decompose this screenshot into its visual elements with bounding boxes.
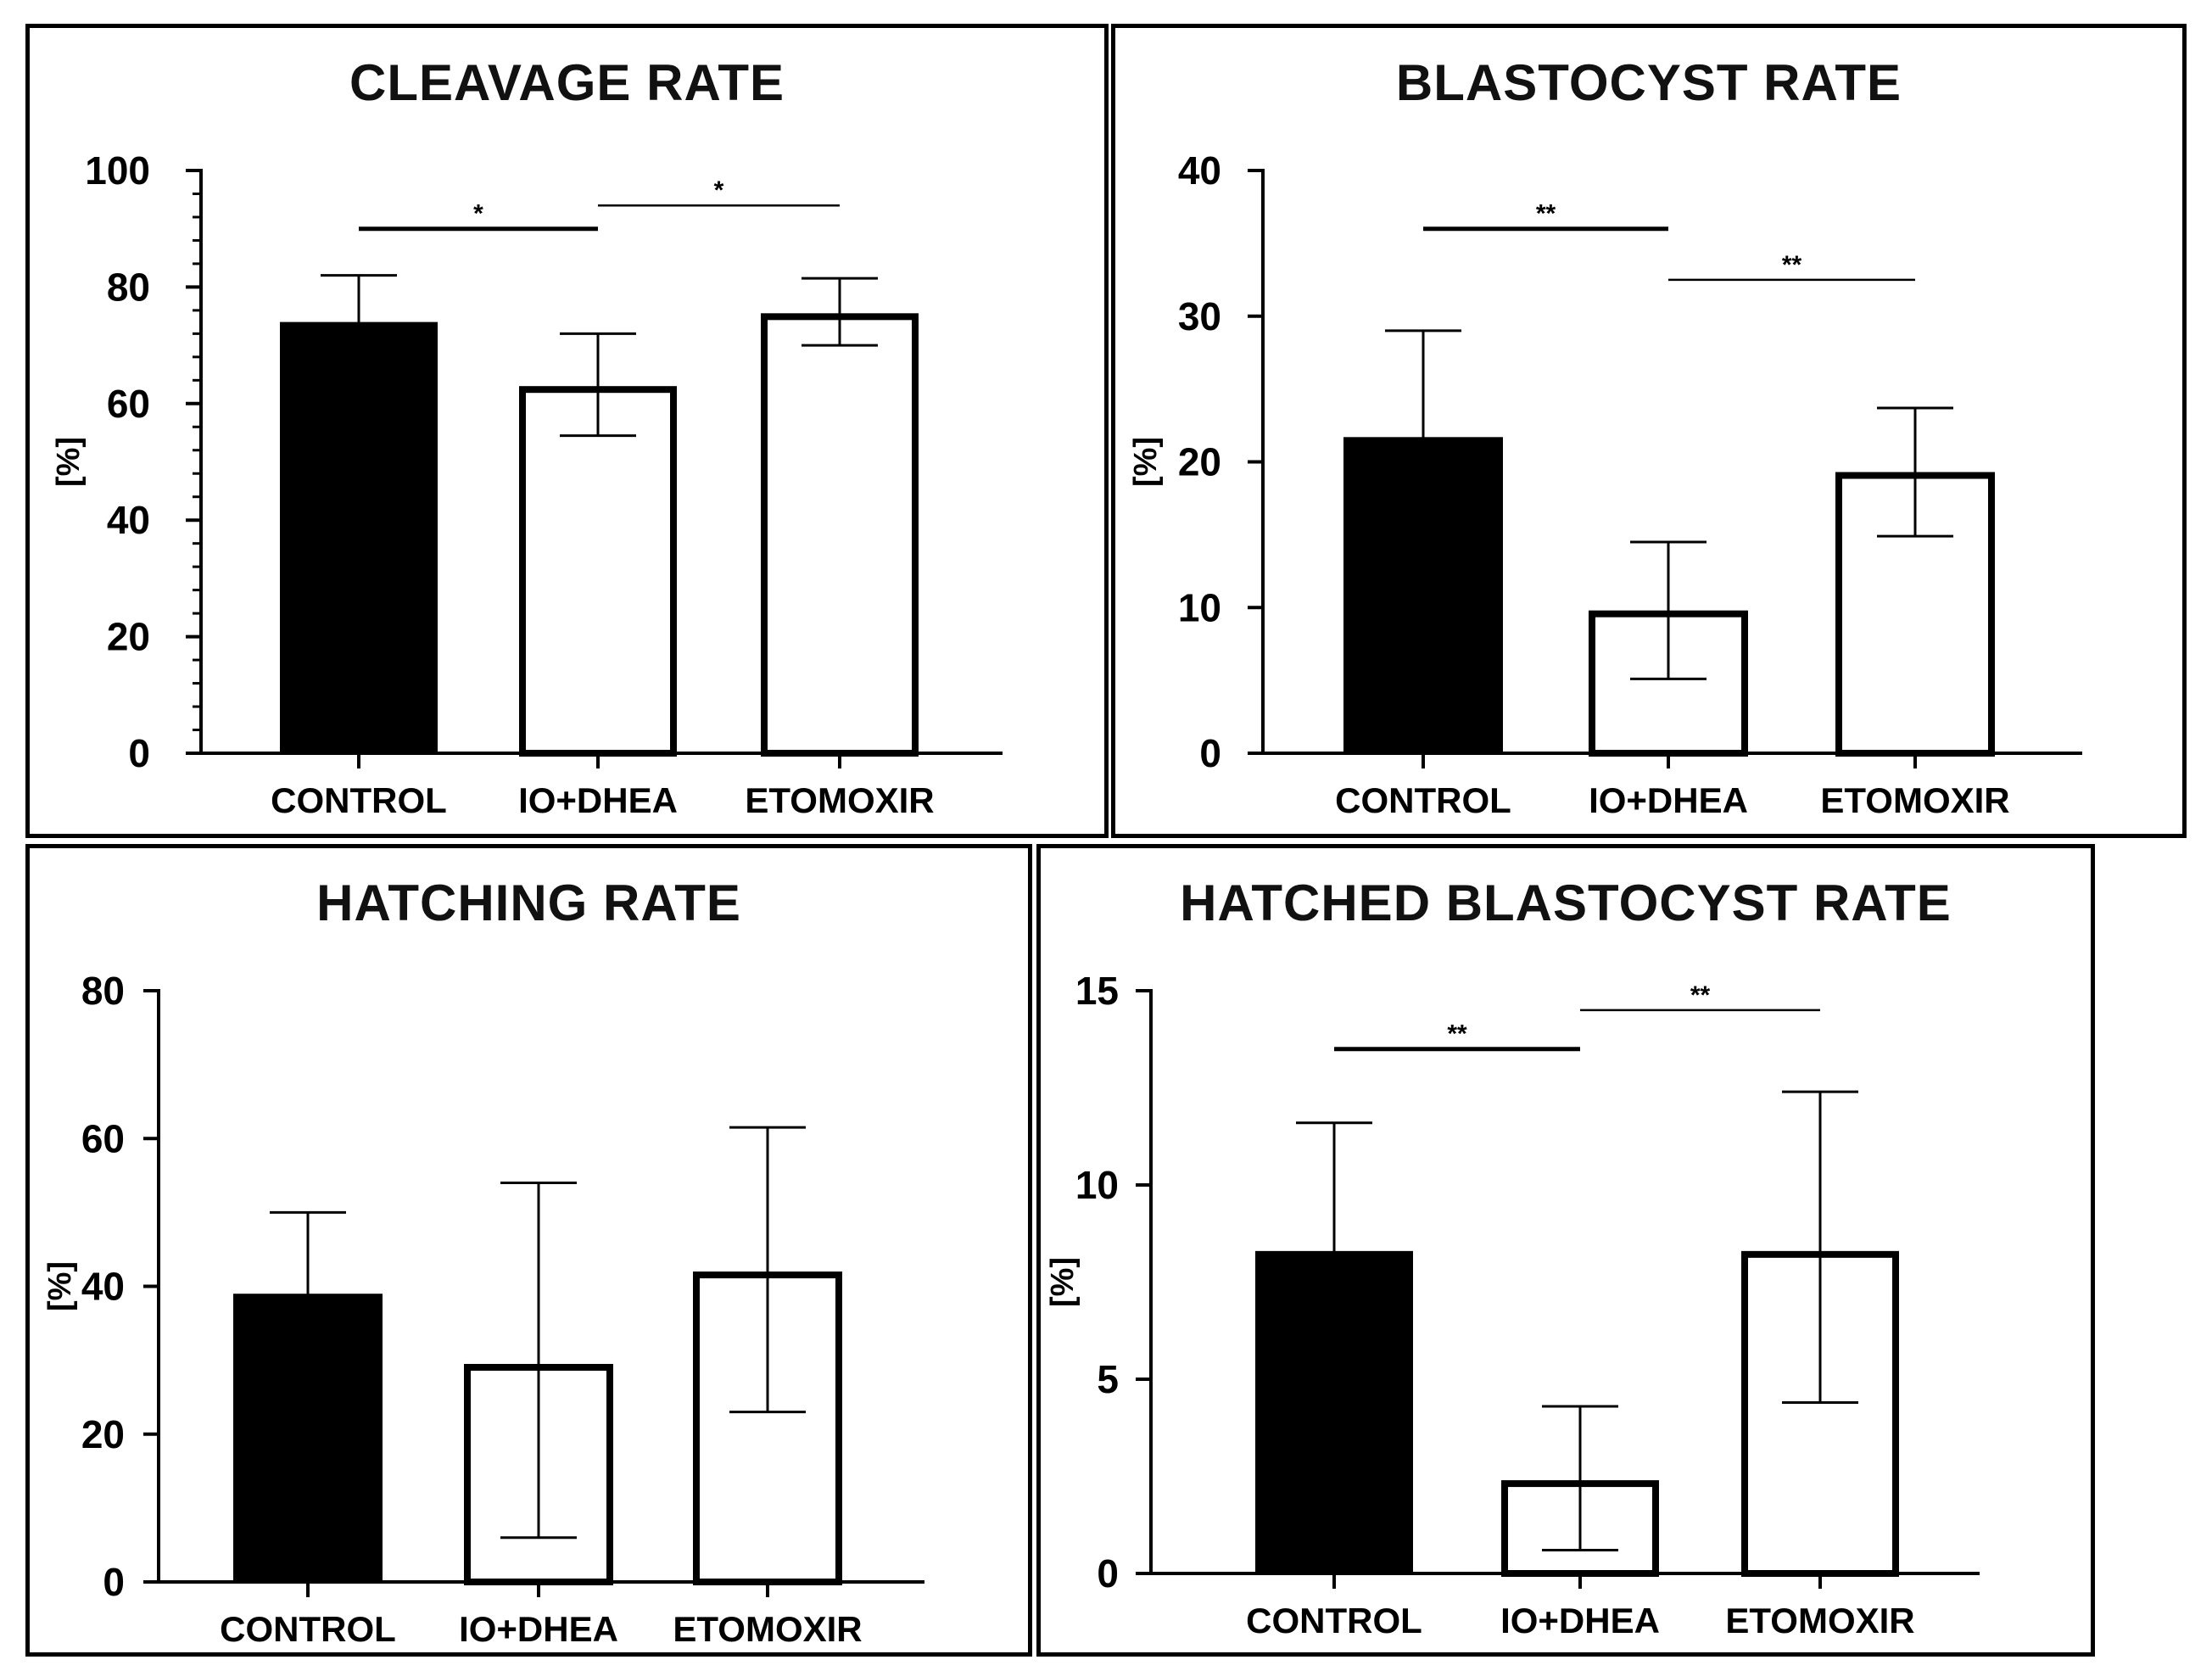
x-tick-label: ETOMOXIR bbox=[1820, 780, 2009, 820]
x-tick-label: IO+DHEA bbox=[1589, 780, 1748, 820]
y-tick-label: 15 bbox=[1075, 969, 1119, 1013]
x-tick-label: CONTROL bbox=[1246, 1601, 1422, 1640]
y-tick-label: 60 bbox=[81, 1116, 125, 1160]
y-tick-label: 10 bbox=[1075, 1163, 1119, 1207]
chart-cleavage-rate: 0 20 40 60 80 100 [%] CONTROL IO+DHEA ETOMOXIR * * bbox=[51, 148, 1003, 820]
panel-blastocyst-rate: BLASTOCYST RATE 0 10 20 30 40 [%] CONTROL IO+DH… bbox=[1111, 24, 2187, 838]
significance-label: * bbox=[473, 200, 483, 228]
x-tick-label: IO+DHEA bbox=[459, 1609, 618, 1649]
y-axis-label: [%] bbox=[51, 437, 87, 487]
y-axis-label: [%] bbox=[1045, 1257, 1081, 1307]
y-tick-label: 0 bbox=[103, 1560, 125, 1604]
y-tick-label: 20 bbox=[81, 1412, 125, 1456]
chart-title: BLASTOCYST RATE bbox=[1395, 54, 1902, 111]
significance-label: ** bbox=[1690, 981, 1711, 1009]
y-tick-label: 5 bbox=[1097, 1357, 1119, 1401]
y-axis-label: [%] bbox=[42, 1261, 78, 1311]
x-tick-label: ETOMOXIR bbox=[1725, 1601, 1914, 1640]
significance-label: * bbox=[714, 176, 724, 204]
chart-hatched-blastocyst-rate: 0 5 10 15 [%] CONTROL IO+DHEA ETOMOXIR ** ** bbox=[1045, 969, 1980, 1640]
panel-cleavage-rate: CLEAVAGE RATE 0 20 40 60 80 100 [%] CONTROL IO+D… bbox=[25, 24, 1109, 838]
x-tick-label: ETOMOXIR bbox=[673, 1609, 862, 1649]
bar-io-dhea bbox=[1589, 610, 1748, 757]
y-tick-label: 80 bbox=[107, 265, 150, 309]
chart-title: CLEAVAGE RATE bbox=[349, 54, 785, 111]
y-tick-label: 20 bbox=[107, 615, 150, 659]
chart-title: HATCHING RATE bbox=[316, 875, 741, 931]
bar-etomoxir bbox=[761, 313, 919, 757]
chart-blastocyst-rate: 0 10 20 30 40 [%] CONTROL IO+DHEA ETOMOXIR ** ** bbox=[1128, 148, 2082, 820]
y-tick-label: 100 bbox=[85, 148, 150, 193]
y-tick-label: 60 bbox=[107, 382, 150, 426]
x-tick-label: CONTROL bbox=[271, 780, 447, 820]
significance-label: ** bbox=[1447, 1020, 1467, 1048]
y-tick-label: 80 bbox=[81, 969, 125, 1013]
x-tick-label: ETOMOXIR bbox=[745, 780, 934, 820]
significance-label: ** bbox=[1536, 200, 1556, 228]
y-tick-label: 40 bbox=[81, 1265, 125, 1309]
y-tick-label: 0 bbox=[128, 731, 150, 775]
y-tick-label: 10 bbox=[1178, 585, 1221, 629]
panel-hatching-rate: HATCHING RATE 0 20 40 60 80 [%] CONTROL IO+DHEA… bbox=[25, 844, 1032, 1657]
x-tick-label: IO+DHEA bbox=[518, 780, 678, 820]
y-axis-label: [%] bbox=[1128, 437, 1164, 487]
chart-hatching-rate: 0 20 40 60 80 [%] CONTROL IO+DHEA ETOMOXIR bbox=[42, 969, 924, 1649]
chart-title: HATCHED BLASTOCYST RATE bbox=[1180, 875, 1952, 931]
y-tick-label: 20 bbox=[1178, 440, 1221, 484]
y-tick-label: 0 bbox=[1097, 1551, 1119, 1596]
y-tick-label: 30 bbox=[1178, 294, 1221, 338]
x-tick-label: CONTROL bbox=[220, 1609, 396, 1649]
y-tick-label: 0 bbox=[1199, 731, 1221, 775]
bar-control bbox=[280, 321, 438, 755]
y-tick-label: 40 bbox=[107, 498, 150, 542]
y-tick-label: 40 bbox=[1178, 148, 1221, 193]
x-tick-label: CONTROL bbox=[1335, 780, 1511, 820]
significance-label: ** bbox=[1782, 251, 1802, 279]
panel-hatched-blastocyst-rate: HATCHED BLASTOCYST RATE 0 5 10 15 [%] CONTROL… bbox=[1036, 844, 2095, 1657]
x-tick-label: IO+DHEA bbox=[1500, 1601, 1660, 1640]
bar-io-dhea bbox=[519, 386, 677, 757]
